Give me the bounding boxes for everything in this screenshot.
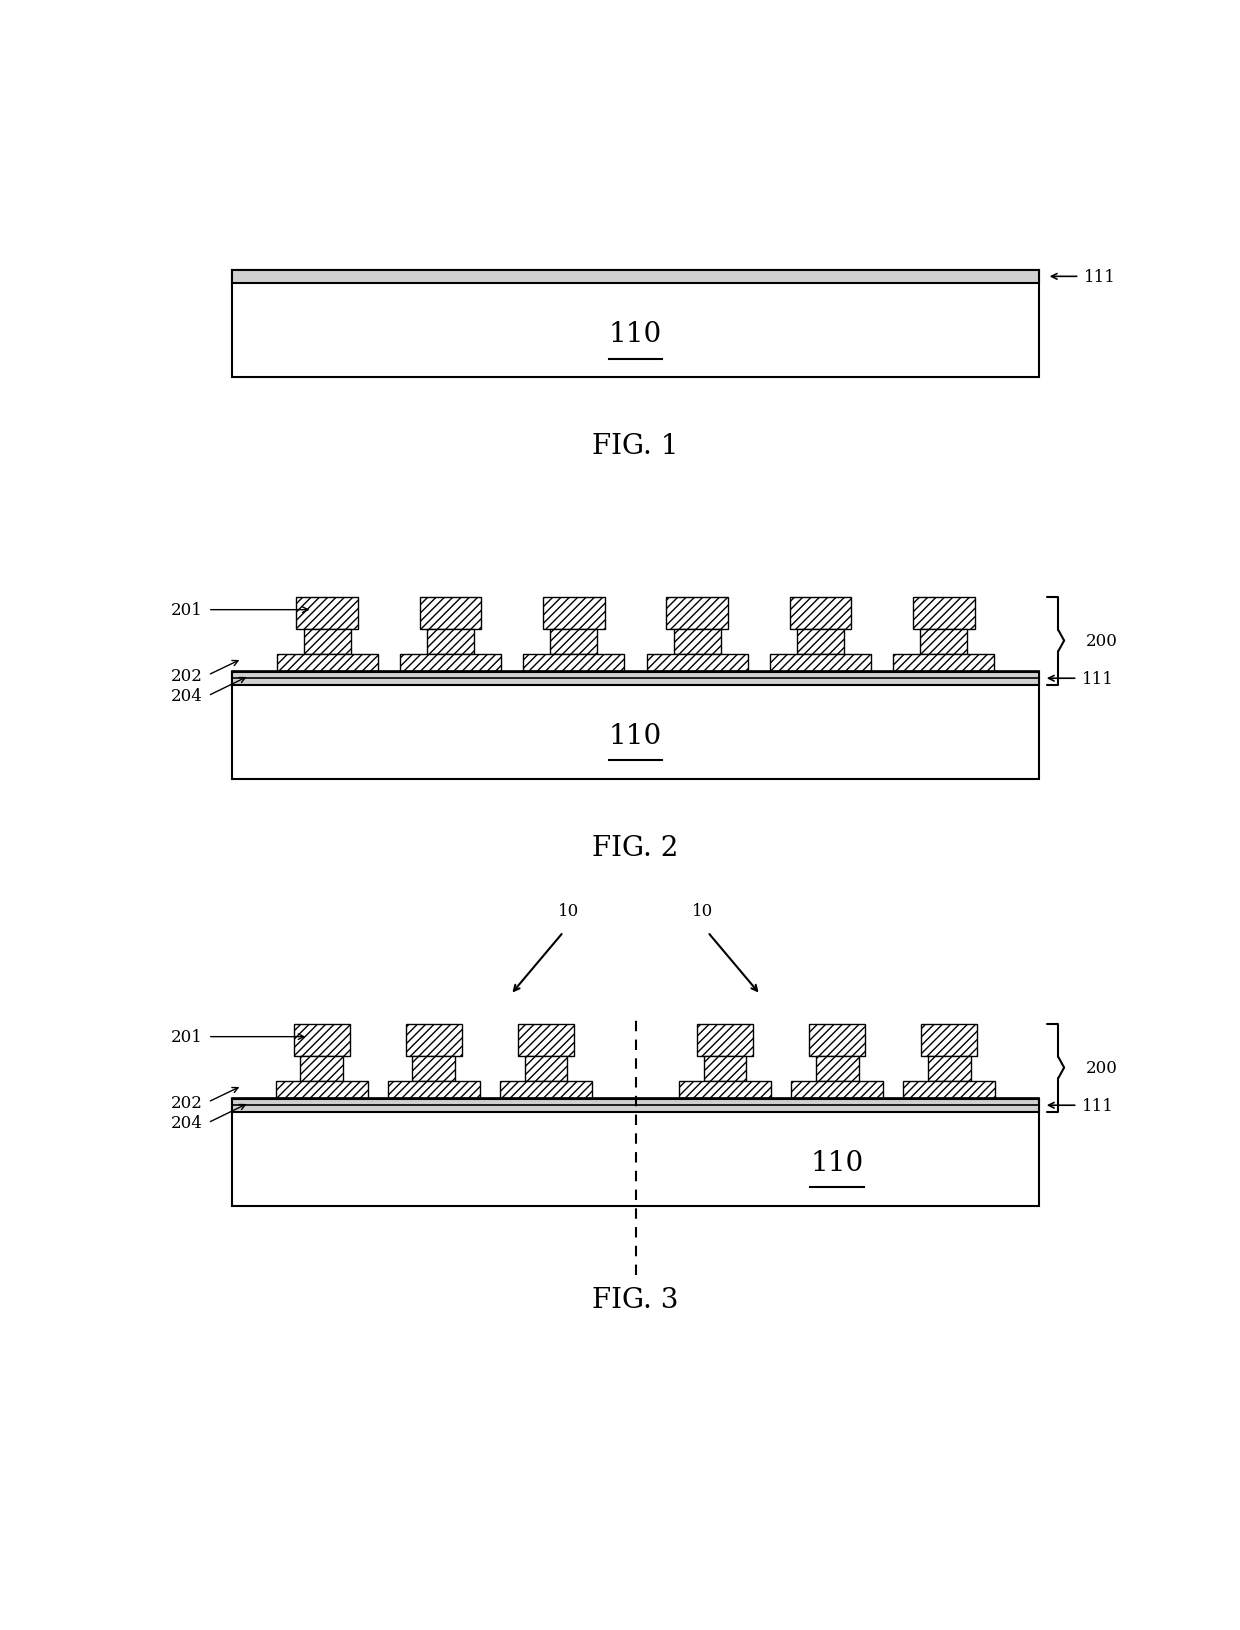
Bar bbox=[646, 655, 748, 672]
Bar bbox=[697, 1024, 753, 1056]
Bar bbox=[304, 629, 351, 655]
Text: 110: 110 bbox=[811, 1149, 864, 1177]
Bar bbox=[523, 655, 625, 672]
Bar bbox=[525, 1056, 567, 1082]
Bar bbox=[810, 1024, 866, 1056]
Bar bbox=[704, 1056, 746, 1082]
Bar bbox=[296, 597, 358, 629]
Bar bbox=[232, 271, 1039, 378]
Bar bbox=[680, 1082, 771, 1099]
Bar bbox=[893, 655, 994, 672]
Bar bbox=[232, 1099, 1039, 1112]
Bar bbox=[666, 597, 728, 629]
Text: FIG. 3: FIG. 3 bbox=[593, 1286, 678, 1314]
Text: 111: 111 bbox=[1083, 1097, 1115, 1113]
Bar bbox=[405, 1024, 461, 1056]
Text: 111: 111 bbox=[1084, 269, 1116, 285]
Bar bbox=[518, 1024, 574, 1056]
Bar bbox=[275, 1082, 367, 1099]
Bar bbox=[500, 1082, 591, 1099]
Text: 10: 10 bbox=[692, 903, 713, 919]
Bar bbox=[791, 1082, 883, 1099]
Text: 201: 201 bbox=[171, 601, 203, 619]
Text: 204: 204 bbox=[171, 1115, 203, 1131]
Bar bbox=[913, 597, 975, 629]
Text: 204: 204 bbox=[171, 688, 203, 704]
Bar bbox=[427, 629, 474, 655]
Bar bbox=[790, 597, 852, 629]
Text: 110: 110 bbox=[609, 722, 662, 750]
Text: 200: 200 bbox=[1086, 632, 1118, 650]
Bar bbox=[921, 1024, 977, 1056]
Bar bbox=[232, 1099, 1039, 1206]
Bar bbox=[232, 673, 1039, 685]
Bar bbox=[920, 629, 967, 655]
Text: 110: 110 bbox=[609, 321, 662, 347]
Bar bbox=[904, 1082, 996, 1099]
Bar bbox=[232, 673, 1039, 779]
Bar bbox=[797, 629, 844, 655]
Bar bbox=[277, 655, 378, 672]
Bar bbox=[232, 271, 1039, 284]
Bar bbox=[770, 655, 870, 672]
Bar bbox=[294, 1024, 350, 1056]
Text: FIG. 1: FIG. 1 bbox=[593, 434, 678, 460]
Bar bbox=[928, 1056, 971, 1082]
Bar bbox=[419, 597, 481, 629]
Bar bbox=[388, 1082, 480, 1099]
Bar bbox=[816, 1056, 858, 1082]
Bar bbox=[413, 1056, 455, 1082]
Bar bbox=[300, 1056, 343, 1082]
Text: 10: 10 bbox=[558, 903, 579, 919]
Text: 202: 202 bbox=[171, 1094, 203, 1112]
Bar bbox=[401, 655, 501, 672]
Text: 202: 202 bbox=[171, 667, 203, 685]
Text: 200: 200 bbox=[1086, 1060, 1118, 1076]
Text: FIG. 2: FIG. 2 bbox=[593, 835, 678, 862]
Text: 111: 111 bbox=[1083, 670, 1115, 688]
Text: 201: 201 bbox=[171, 1029, 203, 1045]
Bar bbox=[551, 629, 598, 655]
Bar bbox=[543, 597, 605, 629]
Bar bbox=[673, 629, 720, 655]
